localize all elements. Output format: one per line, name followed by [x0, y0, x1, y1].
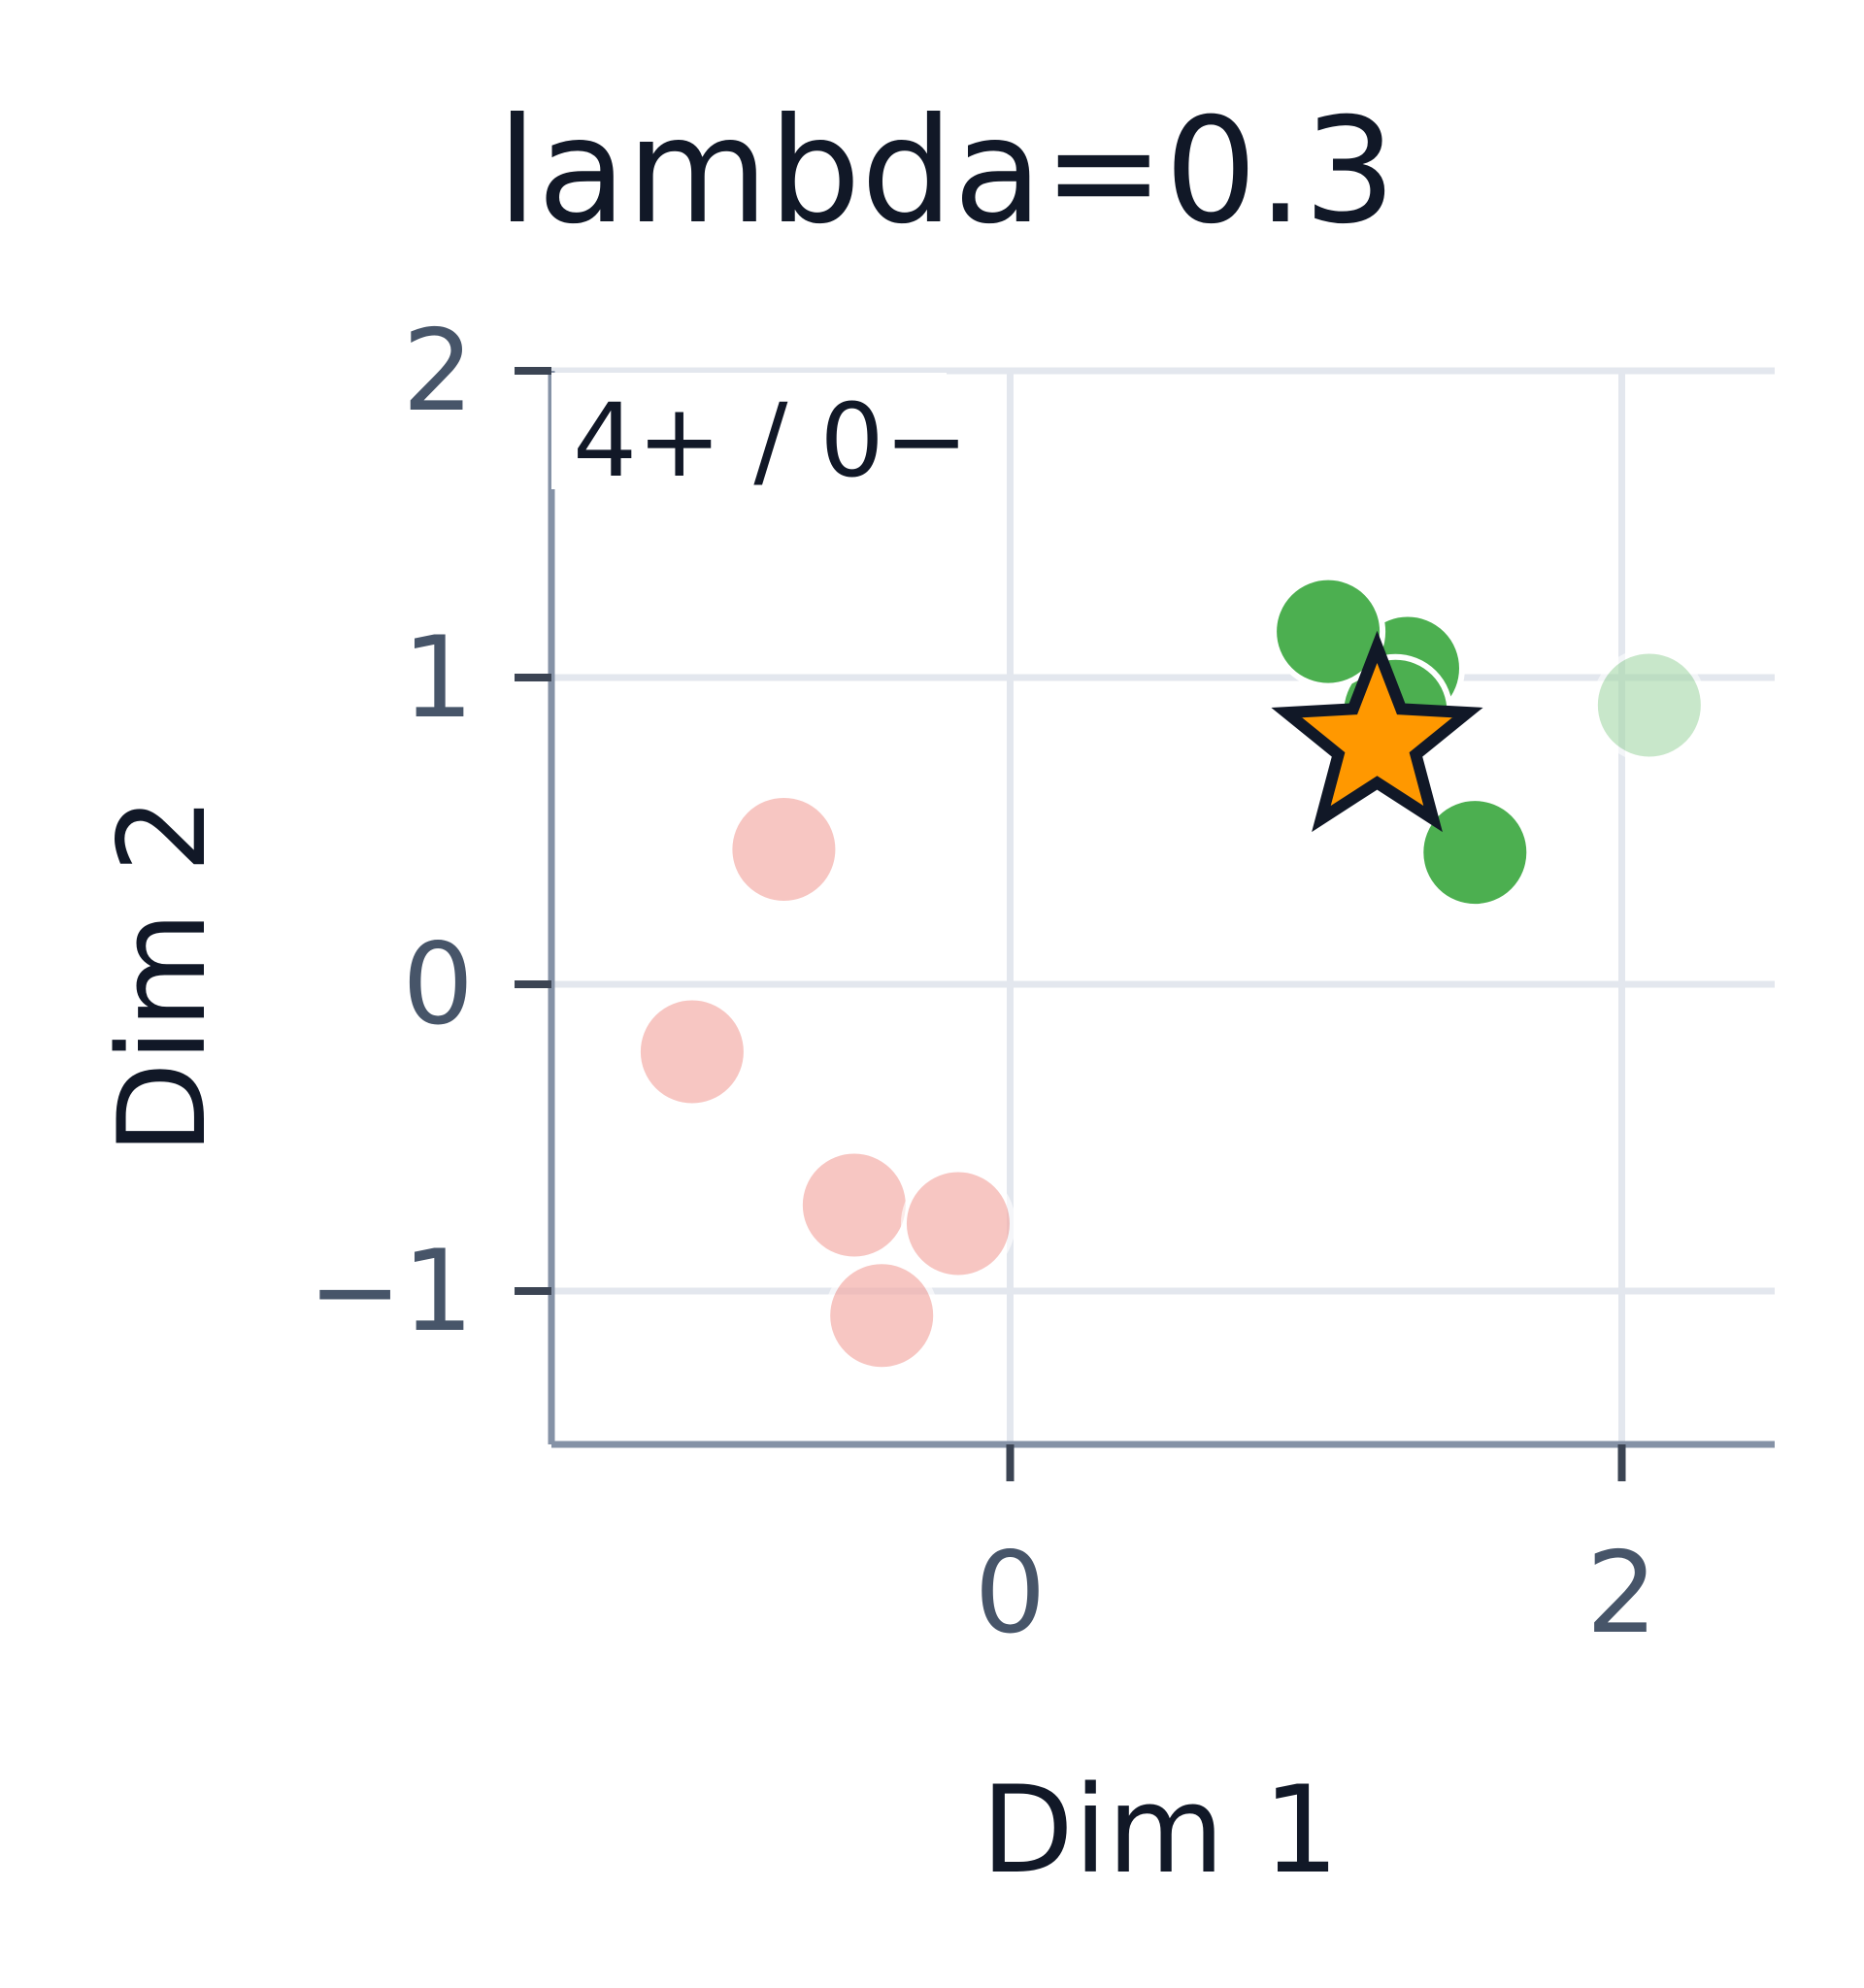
annotation-text: 4+ / 0−	[573, 381, 969, 500]
y-tick-label-3: 2	[402, 306, 474, 437]
chart-title: lambda=0.3	[497, 87, 1396, 256]
y-axis-label: Dim 2	[93, 796, 233, 1154]
point-s0-0	[726, 791, 842, 907]
point-s2-3	[1417, 795, 1533, 911]
point-s1-0	[1591, 647, 1707, 763]
annotation-box	[551, 373, 947, 489]
star-marker-0	[1271, 630, 1483, 833]
point-s0-1	[634, 994, 749, 1110]
x-tick-label-0: 0	[975, 1528, 1047, 1659]
points-layer	[634, 574, 1707, 1374]
y-tick-label-2: 1	[402, 613, 474, 744]
point-s0-2	[796, 1147, 912, 1263]
grid-layer	[551, 367, 1775, 1444]
ticks-layer: 0 2 −1 0 1 2	[308, 306, 1657, 1659]
x-tick-label-1: 2	[1586, 1528, 1658, 1659]
y-tick-label-1: 0	[402, 919, 474, 1050]
point-s0-4	[824, 1258, 940, 1374]
point-s2-2	[1271, 574, 1386, 689]
axes-layer	[548, 371, 1775, 1448]
point-s0-3	[900, 1166, 1015, 1281]
y-tick-label-0: −1	[308, 1226, 474, 1357]
x-axis-label: Dim 1	[981, 1761, 1339, 1901]
